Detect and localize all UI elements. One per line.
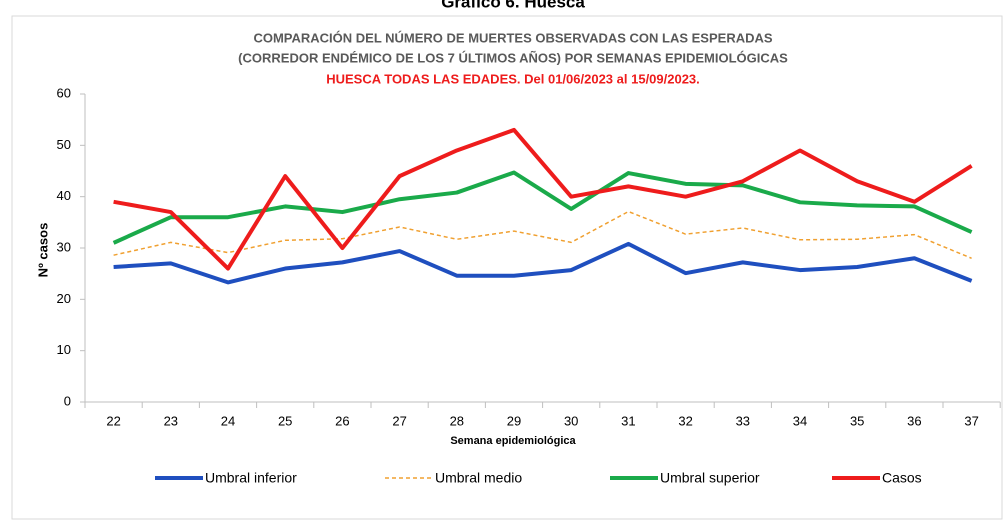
series-line (113, 241, 973, 285)
x-tick-label: 33 (736, 413, 750, 428)
series-line (113, 210, 972, 259)
x-tick-label: 36 (907, 413, 921, 428)
x-tick-label: 24 (221, 413, 235, 428)
x-tick-label: 30 (564, 413, 578, 428)
chart-subtitle-2: HUESCA TODAS LAS EDADES. Del 01/06/2023 … (326, 71, 700, 86)
legend-label: Casos (882, 470, 922, 486)
x-tick-label: 35 (850, 413, 864, 428)
x-tick-label: 28 (450, 413, 464, 428)
x-tick-label: 22 (106, 413, 120, 428)
legend-label: Umbral medio (435, 470, 522, 486)
legend-label: Umbral inferior (205, 470, 297, 486)
y-tick-label: 20 (57, 291, 71, 306)
x-tick-label: 37 (964, 413, 978, 428)
y-axis-label: Nº casos (35, 223, 50, 278)
legend-label: Umbral superior (660, 470, 760, 486)
series-line (112, 170, 973, 245)
x-tick-label: 32 (678, 413, 692, 428)
y-tick-label: 0 (64, 393, 71, 408)
x-axis-label: Semana epidemiológica (450, 435, 576, 447)
x-tick-label: 23 (164, 413, 178, 428)
header: Gráfico 6. Huesca (441, 0, 585, 11)
x-tick-label: 34 (793, 413, 807, 428)
x-tick-label: 25 (278, 413, 292, 428)
y-tick-label: 50 (57, 137, 71, 152)
x-tick-label: 29 (507, 413, 521, 428)
x-tick-label: 31 (621, 413, 635, 428)
y-tick-label: 30 (57, 239, 71, 254)
series-line (113, 127, 973, 271)
x-tick-label: 26 (335, 413, 349, 428)
chart-title: COMPARACIÓN DEL NÚMERO DE MUERTES OBSERV… (253, 30, 772, 45)
y-tick-label: 60 (57, 85, 71, 100)
y-tick-label: 10 (57, 342, 71, 357)
chart-subtitle: (CORREDOR ENDÉMICO DE LOS 7 ÚLTIMOS AÑOS… (238, 50, 788, 65)
y-tick-label: 40 (57, 188, 71, 203)
x-tick-label: 27 (392, 413, 406, 428)
